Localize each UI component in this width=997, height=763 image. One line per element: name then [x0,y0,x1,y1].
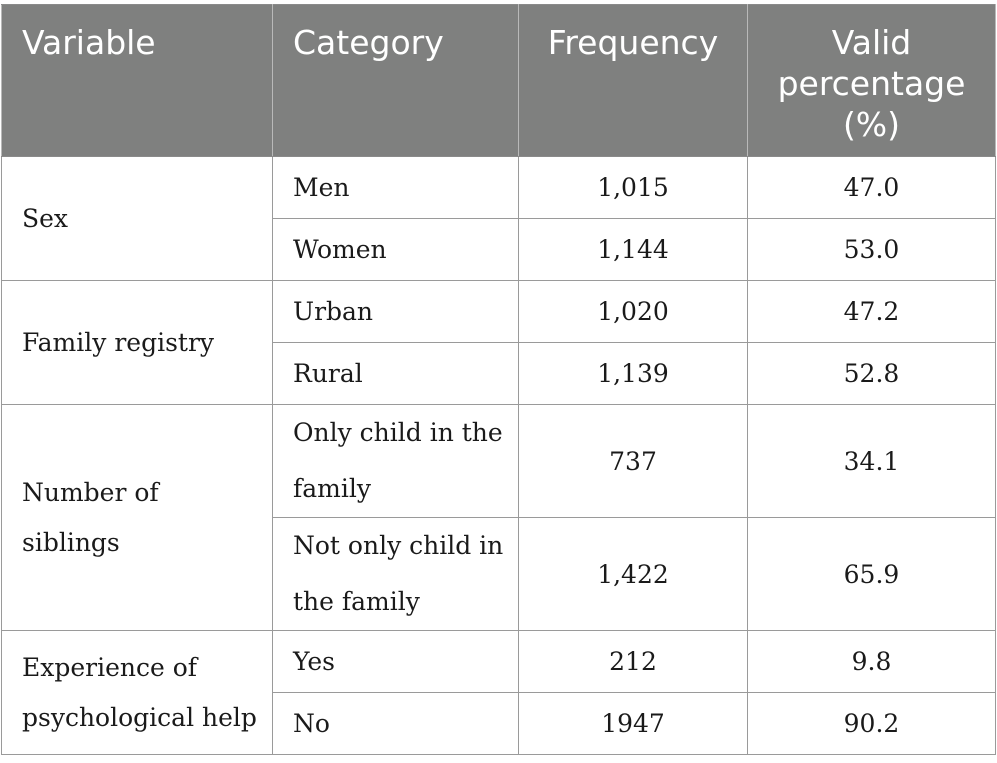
category-cell: Not only child in the family [272,517,519,631]
percentage-cell: 34.1 [747,404,996,518]
variable-cell: Sex [1,156,273,281]
category-cell: Only child in the family [272,404,519,518]
frequency-cell: 737 [518,404,748,518]
percentage-cell: 65.9 [747,517,996,631]
percentage-cell: 90.2 [747,692,996,755]
percentage-cell: 47.0 [747,156,996,219]
header-variable: Variable [1,4,273,157]
category-cell: No [272,692,519,755]
table-row: Women 1,144 53.0 [2,218,996,281]
percentage-cell: 47.2 [747,280,996,343]
frequency-cell: 1,422 [518,517,748,631]
header-category: Category [272,4,519,157]
frequency-cell: 1,015 [518,156,748,219]
frequency-cell: 1,020 [518,280,748,343]
category-cell: Urban [272,280,519,343]
frequency-cell: 1947 [518,692,748,755]
frequency-cell: 1,139 [518,342,748,405]
header-frequency: Frequency [518,4,748,157]
header-valid-line3: (%) [842,105,901,144]
table-row: Number of siblings Only child in the fam… [1,404,996,631]
percentage-cell: 9.8 [747,630,996,693]
demographics-table: Variable Category Frequency Valid percen… [1,4,996,755]
variable-cell: Experience of psychological help [1,630,273,755]
frequency-cell: 1,144 [518,218,748,281]
frequency-cell: 212 [518,630,748,693]
category-cell: Rural [272,342,519,405]
header-row: Variable Category Frequency Valid percen… [1,4,996,157]
table-row: Family registry Urban 1,020 47.2 [1,280,996,405]
variable-cell: Number of siblings [1,404,273,631]
percentage-cell: 52.8 [747,342,996,405]
category-cell: Women [272,218,519,281]
percentage-cell: 53.0 [747,218,996,281]
table-row: Not only child in the family 1,422 65.9 [2,517,996,631]
variable-cell: Family registry [1,280,273,405]
table-row: No 1947 90.2 [2,692,996,755]
table-row: Sex Men 1,015 47.0 [1,156,996,281]
header-valid-percentage: Valid percentage (%) [747,4,996,157]
header-valid-line1: Valid [831,23,912,62]
table-row: Experience of psychological help Yes 212… [1,630,996,755]
category-cell: Yes [272,630,519,693]
header-valid-line2: percentage [777,64,966,103]
category-cell: Men [272,156,519,219]
